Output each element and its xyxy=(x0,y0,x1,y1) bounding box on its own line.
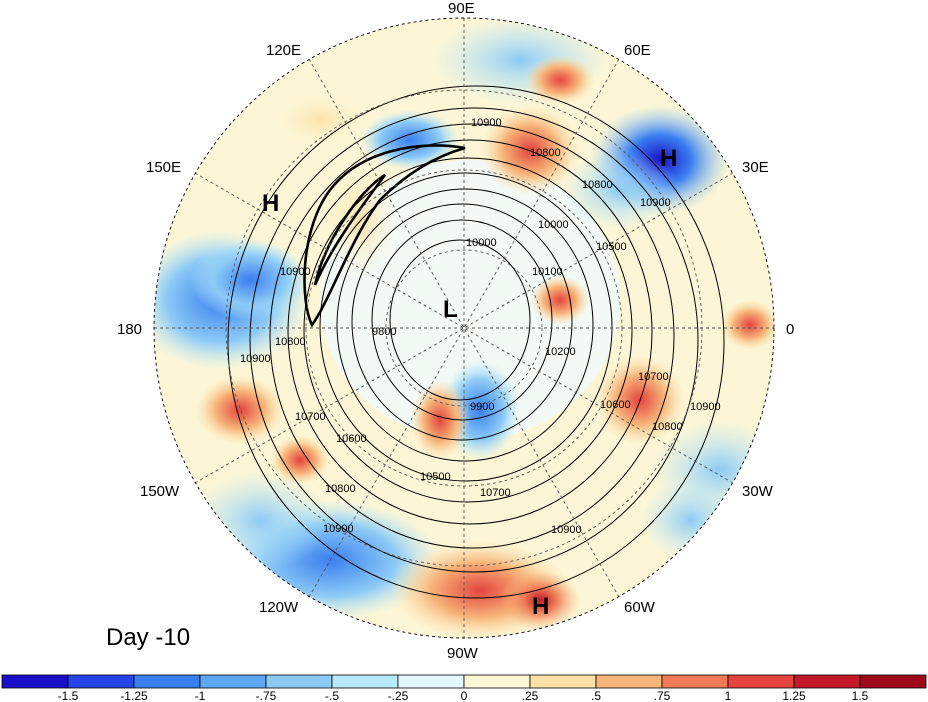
colorbar-swatch xyxy=(67,674,135,689)
colorbar-tick-label: -.5 xyxy=(325,689,339,702)
highlight-contours xyxy=(303,144,466,328)
colorbar-swatch xyxy=(199,674,267,689)
contour-label: 10800 xyxy=(582,179,613,191)
contour-label: 10600 xyxy=(336,433,367,445)
colorbar-tick-label: -1.25 xyxy=(120,689,148,702)
contour-label: 9900 xyxy=(470,401,494,413)
lon-label-180: 180 xyxy=(117,321,142,338)
contour-label: 10900 xyxy=(323,523,354,535)
contour-label: 10900 xyxy=(471,117,502,129)
contour-label: 10500 xyxy=(420,471,451,483)
colorbar-tick-label: 1.25 xyxy=(782,689,806,702)
colorbar-tick-label: .75 xyxy=(654,689,671,702)
colorbar-swatch xyxy=(595,674,663,689)
high-pressure-center-siberia: H xyxy=(262,190,279,217)
contour-label: 10900 xyxy=(551,524,582,536)
lon-label-150w: 150W xyxy=(140,483,180,500)
colorbar-swatch xyxy=(463,674,531,689)
colorbar-swatch xyxy=(727,674,795,689)
height-contours xyxy=(227,85,725,599)
contour-label: 10900 xyxy=(640,197,671,209)
contour-label: 10800 xyxy=(325,483,356,495)
lon-label-150e: 150E xyxy=(146,159,181,176)
colorbar-swatch xyxy=(793,674,861,689)
contour-label: 10700 xyxy=(638,371,669,383)
map-boundary xyxy=(153,17,775,639)
colorbar-swatch xyxy=(265,674,333,689)
high-pressure-center-urals: H xyxy=(660,145,677,172)
pressure-centers: H H L H xyxy=(262,145,677,620)
colorbar-swatch xyxy=(529,674,597,689)
lon-label-120w: 120W xyxy=(259,599,299,616)
colorbar-tick-label: 1.5 xyxy=(852,689,869,702)
colorbar-swatch xyxy=(661,674,729,689)
colorbar: -1.5 -1.25 -1 -.75 -.5 -.25 0 .25 .5 .75 1 1.25 1.5 xyxy=(1,674,927,702)
contour-label: 10000 xyxy=(466,237,497,249)
contour-label: 10000 xyxy=(538,219,569,231)
colorbar-swatch xyxy=(331,674,399,689)
contour-label: 10800 xyxy=(530,147,561,159)
contour-label: 9800 xyxy=(372,326,396,338)
lon-label-30w: 30W xyxy=(742,483,774,500)
graticule xyxy=(154,18,774,638)
contour-label: 10100 xyxy=(532,266,563,278)
high-pressure-center-central-america: H xyxy=(532,593,549,620)
colorbar-tick-label: 0 xyxy=(461,689,468,702)
colorbar-swatch xyxy=(397,674,465,689)
colorbar-tick-label: -1 xyxy=(195,689,206,702)
lon-label-60e: 60E xyxy=(624,42,651,59)
contour-label: 10900 xyxy=(280,266,311,278)
colorbar-tick-label: .25 xyxy=(522,689,539,702)
contour-label: 10700 xyxy=(295,411,326,423)
lon-label-90w: 90W xyxy=(447,645,479,662)
colorbar-tick-label: -.75 xyxy=(256,689,277,702)
lon-label-60w: 60W xyxy=(624,599,656,616)
colorbar-tick-label: 1 xyxy=(725,689,732,702)
colorbar-swatch xyxy=(133,674,201,689)
contour-label: 10700 xyxy=(480,487,511,499)
panel-title: Day -10 xyxy=(106,624,190,651)
contour-label: 10600 xyxy=(600,399,631,411)
contour-label: 10800 xyxy=(275,336,306,348)
lon-label-120e: 120E xyxy=(266,42,301,59)
contour-label: 10900 xyxy=(690,401,721,413)
colorbar-tick-label: -.25 xyxy=(388,689,409,702)
contour-label: 10500 xyxy=(596,241,627,253)
lon-label-90e: 90E xyxy=(448,0,475,17)
low-pressure-center-pole: L xyxy=(443,296,458,323)
lon-label-30e: 30E xyxy=(742,159,769,176)
contour-label-group: 10900 10800 10800 10000 10900 10800 1070… xyxy=(240,117,721,536)
colorbar-swatch xyxy=(859,674,927,689)
contour-label: 10200 xyxy=(545,346,576,358)
colorbar-swatch xyxy=(1,674,69,689)
colorbar-tick-label: -1.5 xyxy=(58,689,79,702)
longitude-labels: 90E 60E 30E 0 30W 60W 90W 120W 150W 180 … xyxy=(117,0,794,662)
colorbar-tick-label: .5 xyxy=(591,689,601,702)
contour-label: 10900 xyxy=(240,353,271,365)
lon-label-0: 0 xyxy=(786,321,794,338)
contour-label: 10800 xyxy=(652,421,683,433)
